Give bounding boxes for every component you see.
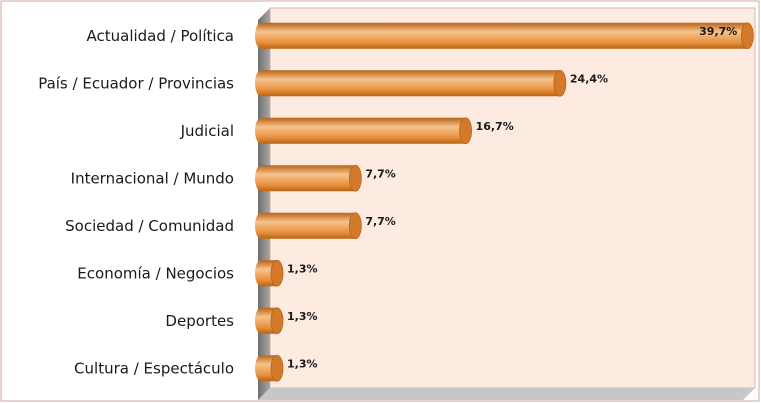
data-label: 16,7% bbox=[476, 120, 514, 133]
bar bbox=[255, 307, 284, 335]
plot-back-wall bbox=[269, 7, 756, 389]
data-label: 1,3% bbox=[287, 262, 318, 275]
category-label: Judicial bbox=[180, 122, 234, 140]
bar-cap bbox=[740, 22, 754, 50]
bar-body bbox=[255, 165, 362, 192]
category-label: Actualidad / Política bbox=[87, 27, 235, 45]
data-label: 7,7% bbox=[365, 215, 396, 228]
bar bbox=[255, 354, 284, 382]
bar-cap bbox=[270, 307, 284, 335]
bar bbox=[255, 69, 567, 97]
bar bbox=[255, 117, 472, 145]
category-label: Internacional / Mundo bbox=[71, 169, 234, 187]
bar-cap bbox=[553, 69, 567, 97]
bar bbox=[255, 164, 362, 192]
bar-cap bbox=[459, 117, 472, 145]
plot-side-wall bbox=[258, 8, 270, 400]
bar-body bbox=[255, 212, 362, 239]
bar-cap bbox=[348, 164, 362, 192]
category-label: Deportes bbox=[165, 312, 234, 330]
bar-cap bbox=[348, 212, 362, 240]
bar-body bbox=[255, 22, 754, 49]
bar bbox=[255, 259, 284, 287]
category-label: Sociedad / Comunidad bbox=[65, 217, 234, 235]
plot-floor bbox=[258, 388, 755, 400]
data-label: 39,7% bbox=[699, 25, 737, 38]
data-label: 1,3% bbox=[287, 310, 318, 323]
bar bbox=[255, 22, 754, 50]
data-label: 7,7% bbox=[365, 167, 396, 180]
data-label: 1,3% bbox=[287, 357, 318, 370]
data-label: 24,4% bbox=[570, 72, 608, 85]
bar-body bbox=[255, 117, 472, 144]
bar-cap bbox=[270, 259, 284, 287]
category-label: Economía / Negocios bbox=[77, 264, 234, 282]
bar bbox=[255, 212, 362, 240]
category-label: Cultura / Espectáculo bbox=[74, 359, 234, 377]
bar-body bbox=[255, 70, 566, 97]
category-label: País / Ecuador / Provincias bbox=[38, 74, 234, 92]
bar-cap bbox=[270, 354, 284, 382]
